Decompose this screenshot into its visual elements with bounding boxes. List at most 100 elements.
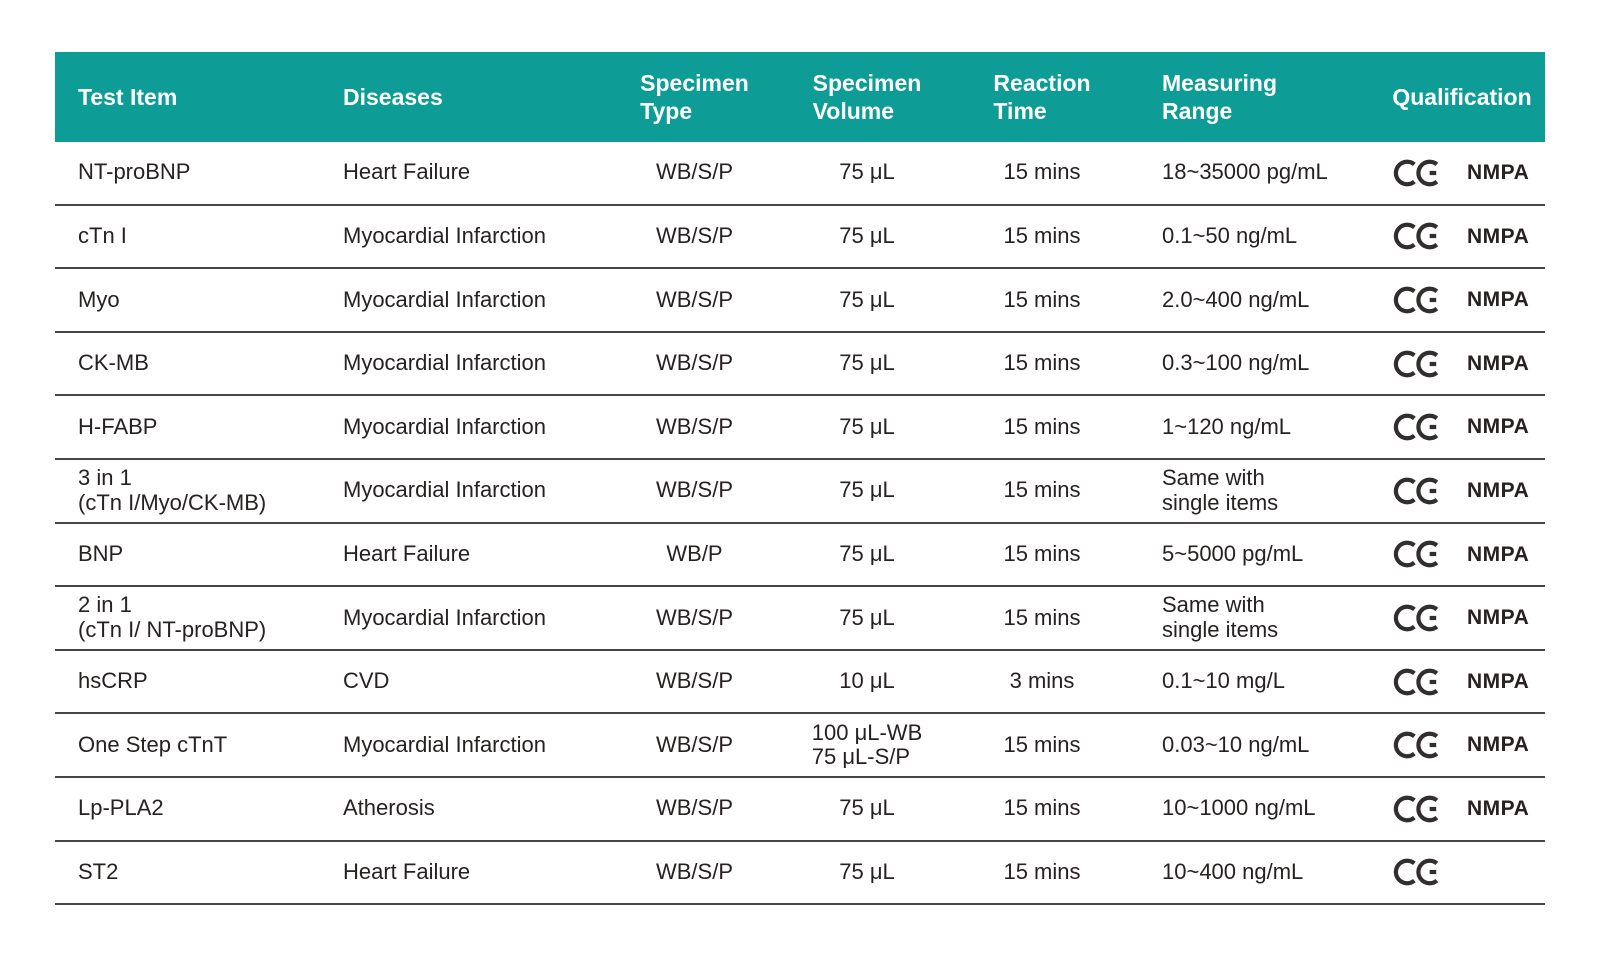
cell-qualification: NMPA xyxy=(1379,667,1545,697)
table-row: CK-MB Myocardial Infarction WB/S/P 75 μL… xyxy=(55,333,1545,397)
cell-test-item: NT-proBNP xyxy=(78,159,191,185)
ce-mark-icon xyxy=(1393,795,1439,823)
cell-qualification: NMPA xyxy=(1379,158,1545,188)
cell-specimen-volume: 75 μL xyxy=(767,223,967,249)
cell-specimen-volume: 75 μL xyxy=(767,604,967,631)
header-qualification: Qualification xyxy=(1379,83,1545,111)
cell-test-item: Lp-PLA2 xyxy=(78,795,164,821)
table-row: NT-proBNP Heart Failure WB/S/P 75 μL 15 … xyxy=(55,142,1545,206)
cell-reaction-time: 15 mins xyxy=(1003,159,1081,185)
cell-specimen-volume: 75 μL xyxy=(767,859,967,885)
cell-specimen-volume: 75 μL xyxy=(767,541,967,567)
cell-diseases: Atherosis xyxy=(343,795,435,821)
cell-test-item: BNP xyxy=(78,541,124,567)
cell-specimen-type: WB/S/P xyxy=(655,223,733,249)
header-specimen-volume: Specimen Volume xyxy=(767,69,967,125)
cell-measuring-range: 5~5000 pg/mL xyxy=(1162,541,1304,567)
cell-specimen-volume: 100 μL-WB 75 μL-S/P xyxy=(767,719,967,770)
ce-mark-icon xyxy=(1393,858,1439,886)
ce-mark-icon xyxy=(1393,541,1439,568)
cell-qualification: NMPA xyxy=(1379,794,1545,824)
test-item-table: Test Item Diseases Specimen Type Specime… xyxy=(55,52,1545,906)
cell-reaction-time: 15 mins xyxy=(1003,223,1081,249)
cell-measuring-range: 0.1~10 mg/L xyxy=(1162,668,1285,694)
table-row: hsCRP CVD WB/S/P 10 μL 3 mins 0.1~10 mg/… xyxy=(55,651,1545,715)
cell-specimen-volume: 75 μL xyxy=(767,796,967,821)
specimen-volume-value: 75 μL xyxy=(839,795,895,821)
cell-reaction-time: 15 mins xyxy=(1003,350,1081,376)
table-row: One Step cTnT Myocardial Infarction WB/S… xyxy=(55,714,1545,778)
cell-specimen-volume: 75 μL xyxy=(767,351,967,376)
cell-reaction-time: 15 mins xyxy=(1003,859,1081,885)
nmpa-label: NMPA xyxy=(1467,796,1530,820)
specimen-volume-value: 10 μL xyxy=(839,668,895,694)
cell-qualification: NMPA xyxy=(1379,603,1545,633)
table-row: 2 in 1 (cTn I/ NT-proBNP) Myocardial Inf… xyxy=(55,587,1545,651)
table-row: cTn I Myocardial Infarction WB/S/P 75 μL… xyxy=(55,206,1545,270)
cell-specimen-type: WB/S/P xyxy=(655,159,733,185)
cell-specimen-type: WB/P xyxy=(666,541,723,567)
cell-test-item: 2 in 1 (cTn I/ NT-proBNP) xyxy=(78,592,267,642)
table-header-row: Test Item Diseases Specimen Type Specime… xyxy=(55,52,1545,142)
header-diseases: Diseases xyxy=(343,83,443,110)
cell-measuring-range: 0.1~50 ng/mL xyxy=(1162,223,1298,249)
ce-mark-icon xyxy=(1393,604,1439,632)
header-specimen-type: Specimen Type xyxy=(622,69,767,125)
specimen-volume-value: 75 μL xyxy=(839,477,895,503)
cell-qualification: NMPA xyxy=(1379,730,1545,760)
cell-test-item: hsCRP xyxy=(78,668,148,694)
header-reaction-time: Reaction Time xyxy=(967,69,1117,125)
cell-qualification: NMPA xyxy=(1379,539,1545,569)
ce-mark-icon xyxy=(1393,477,1439,505)
specimen-volume-value: 75 μL xyxy=(839,413,895,439)
cell-specimen-volume: 75 μL xyxy=(767,287,967,313)
cell-diseases: CVD xyxy=(343,668,390,694)
cell-diseases: Heart Failure xyxy=(343,159,471,185)
cell-measuring-range: 10~1000 ng/mL xyxy=(1162,795,1316,821)
table-row: BNP Heart Failure WB/P 75 μL 15 mins 5~5… xyxy=(55,524,1545,588)
nmpa-label: NMPA xyxy=(1467,351,1530,375)
cell-test-item: CK-MB xyxy=(78,350,149,376)
ce-mark-icon xyxy=(1393,223,1439,250)
nmpa-label: NMPA xyxy=(1467,733,1530,757)
header-test-item: Test Item xyxy=(78,83,178,110)
cell-diseases: Myocardial Infarction xyxy=(343,731,546,757)
header-reaction-time-label: Reaction Time xyxy=(993,69,1091,124)
cell-measuring-range: 0.03~10 ng/mL xyxy=(1162,731,1310,757)
cell-specimen-type: WB/S/P xyxy=(655,604,733,630)
ce-mark-icon xyxy=(1393,350,1439,377)
cell-qualification: NMPA xyxy=(1379,349,1545,379)
cell-diseases: Myocardial Infarction xyxy=(343,223,546,249)
specimen-volume-value: 75 μL xyxy=(839,604,895,630)
specimen-volume-value: 75 μL xyxy=(839,223,895,249)
specimen-volume-value: 100 μL-WB 75 μL-S/P xyxy=(811,719,923,770)
cell-diseases: Heart Failure xyxy=(343,859,471,885)
ce-mark-icon xyxy=(1393,668,1439,695)
cell-specimen-volume: 75 μL xyxy=(767,478,967,503)
cell-specimen-type: WB/S/P xyxy=(655,286,733,312)
table-row: 3 in 1 (cTn I/Myo/CK-MB) Myocardial Infa… xyxy=(55,460,1545,524)
nmpa-label: NMPA xyxy=(1467,606,1530,630)
cell-measuring-range: 18~35000 pg/mL xyxy=(1162,159,1328,185)
cell-reaction-time: 15 mins xyxy=(1003,795,1081,821)
nmpa-label: NMPA xyxy=(1467,479,1530,502)
specimen-volume-value: 75 μL xyxy=(839,859,895,885)
header-specimen-type-label: Specimen Type xyxy=(640,69,749,124)
table-row: Myo Myocardial Infarction WB/S/P 75 μL 1… xyxy=(55,269,1545,333)
ce-mark-icon xyxy=(1393,731,1439,759)
cell-measuring-range: Same with single items xyxy=(1162,592,1279,642)
cell-measuring-range: 0.3~100 ng/mL xyxy=(1162,350,1310,376)
ce-mark-icon xyxy=(1393,159,1439,187)
cell-specimen-type: WB/S/P xyxy=(655,668,733,694)
header-measuring-range: Measuring Range xyxy=(1162,69,1278,124)
cell-reaction-time: 3 mins xyxy=(1009,668,1075,694)
table-body: NT-proBNP Heart Failure WB/S/P 75 μL 15 … xyxy=(55,142,1545,906)
cell-diseases: Myocardial Infarction xyxy=(343,604,546,630)
cell-measuring-range: 10~400 ng/mL xyxy=(1162,859,1304,885)
cell-reaction-time: 15 mins xyxy=(1003,731,1081,757)
cell-qualification: NMPA xyxy=(1379,476,1545,506)
ce-mark-icon xyxy=(1393,413,1439,441)
nmpa-label: NMPA xyxy=(1467,542,1530,566)
table-row: H-FABP Myocardial Infarction WB/S/P 75 μ… xyxy=(55,396,1545,460)
cell-diseases: Myocardial Infarction xyxy=(343,350,546,376)
